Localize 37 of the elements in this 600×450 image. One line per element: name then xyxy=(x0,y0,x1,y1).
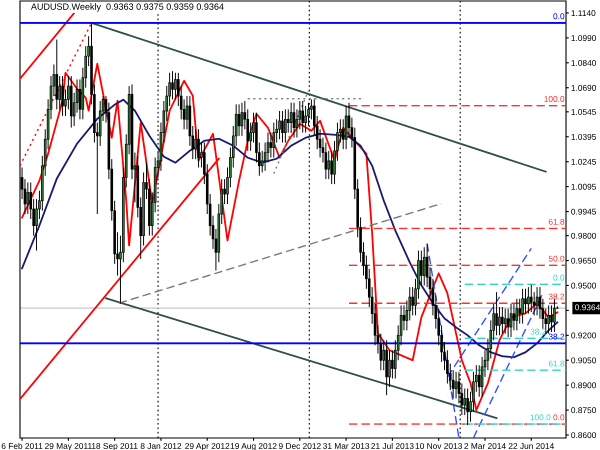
y-tick-label: 0.9500 xyxy=(571,282,596,289)
y-tick-label: 1.1140 xyxy=(571,10,596,16)
y-tick-label: 0.8900 xyxy=(571,382,596,388)
y-tick-label: 1.0245 xyxy=(571,158,596,165)
x-tick-label: 10 Nov 2013 xyxy=(416,443,462,449)
x-tick-label: 9 Dec 2012 xyxy=(278,443,321,449)
y-tick-label: 1.0395 xyxy=(571,134,596,140)
series-label: 61.8 xyxy=(548,360,564,366)
y-tick-label: 1.0840 xyxy=(571,60,596,66)
y-tick-label: 0.9200 xyxy=(571,332,596,338)
series-label: 0.0 xyxy=(553,13,564,20)
series-label: 50.0 xyxy=(548,256,564,262)
x-tick-label: 31 Mar 2013 xyxy=(323,443,370,449)
x-tick-label: 21 Jul 2013 xyxy=(371,442,414,449)
x-tick-label: 2 Mar 2014 xyxy=(464,443,506,449)
series-label: 38.2 xyxy=(548,294,564,300)
series-label: 61.8 xyxy=(548,218,564,225)
series-label: 100.0 xyxy=(544,96,564,102)
series-label: 100.0 xyxy=(530,414,550,420)
chart-title: AUDUSD.Weekly 0.9363 0.9375 0.9359 0.9364 xyxy=(30,3,224,12)
y-tick-label: 0.9945 xyxy=(571,208,596,215)
y-tick-label: 1.0095 xyxy=(571,184,596,190)
y-tick-label: 0.9800 xyxy=(571,232,596,239)
series-label: 0.0 xyxy=(553,274,564,281)
x-tick-label: 8 Jan 2012 xyxy=(140,443,182,449)
y-tick-label: 0.9050 xyxy=(571,357,596,364)
series-label: 0.0 xyxy=(553,414,564,420)
x-tick-label: 22 Jun 2014 xyxy=(508,443,554,449)
x-tick-label: 6 Feb 2011 xyxy=(2,442,42,449)
ref-line-label: 0.9364 xyxy=(575,304,600,310)
y-tick-label: 1.0690 xyxy=(571,84,596,91)
series-label: 38.2 xyxy=(548,334,564,340)
y-tick-label: 1.0545 xyxy=(571,109,596,115)
y-tick-label: 0.8600 xyxy=(571,432,596,438)
y-tick-label: 0.9650 xyxy=(571,258,596,264)
y-tick-label: 0.8750 xyxy=(571,407,596,414)
y-tick-label: 1.0990 xyxy=(571,35,596,41)
